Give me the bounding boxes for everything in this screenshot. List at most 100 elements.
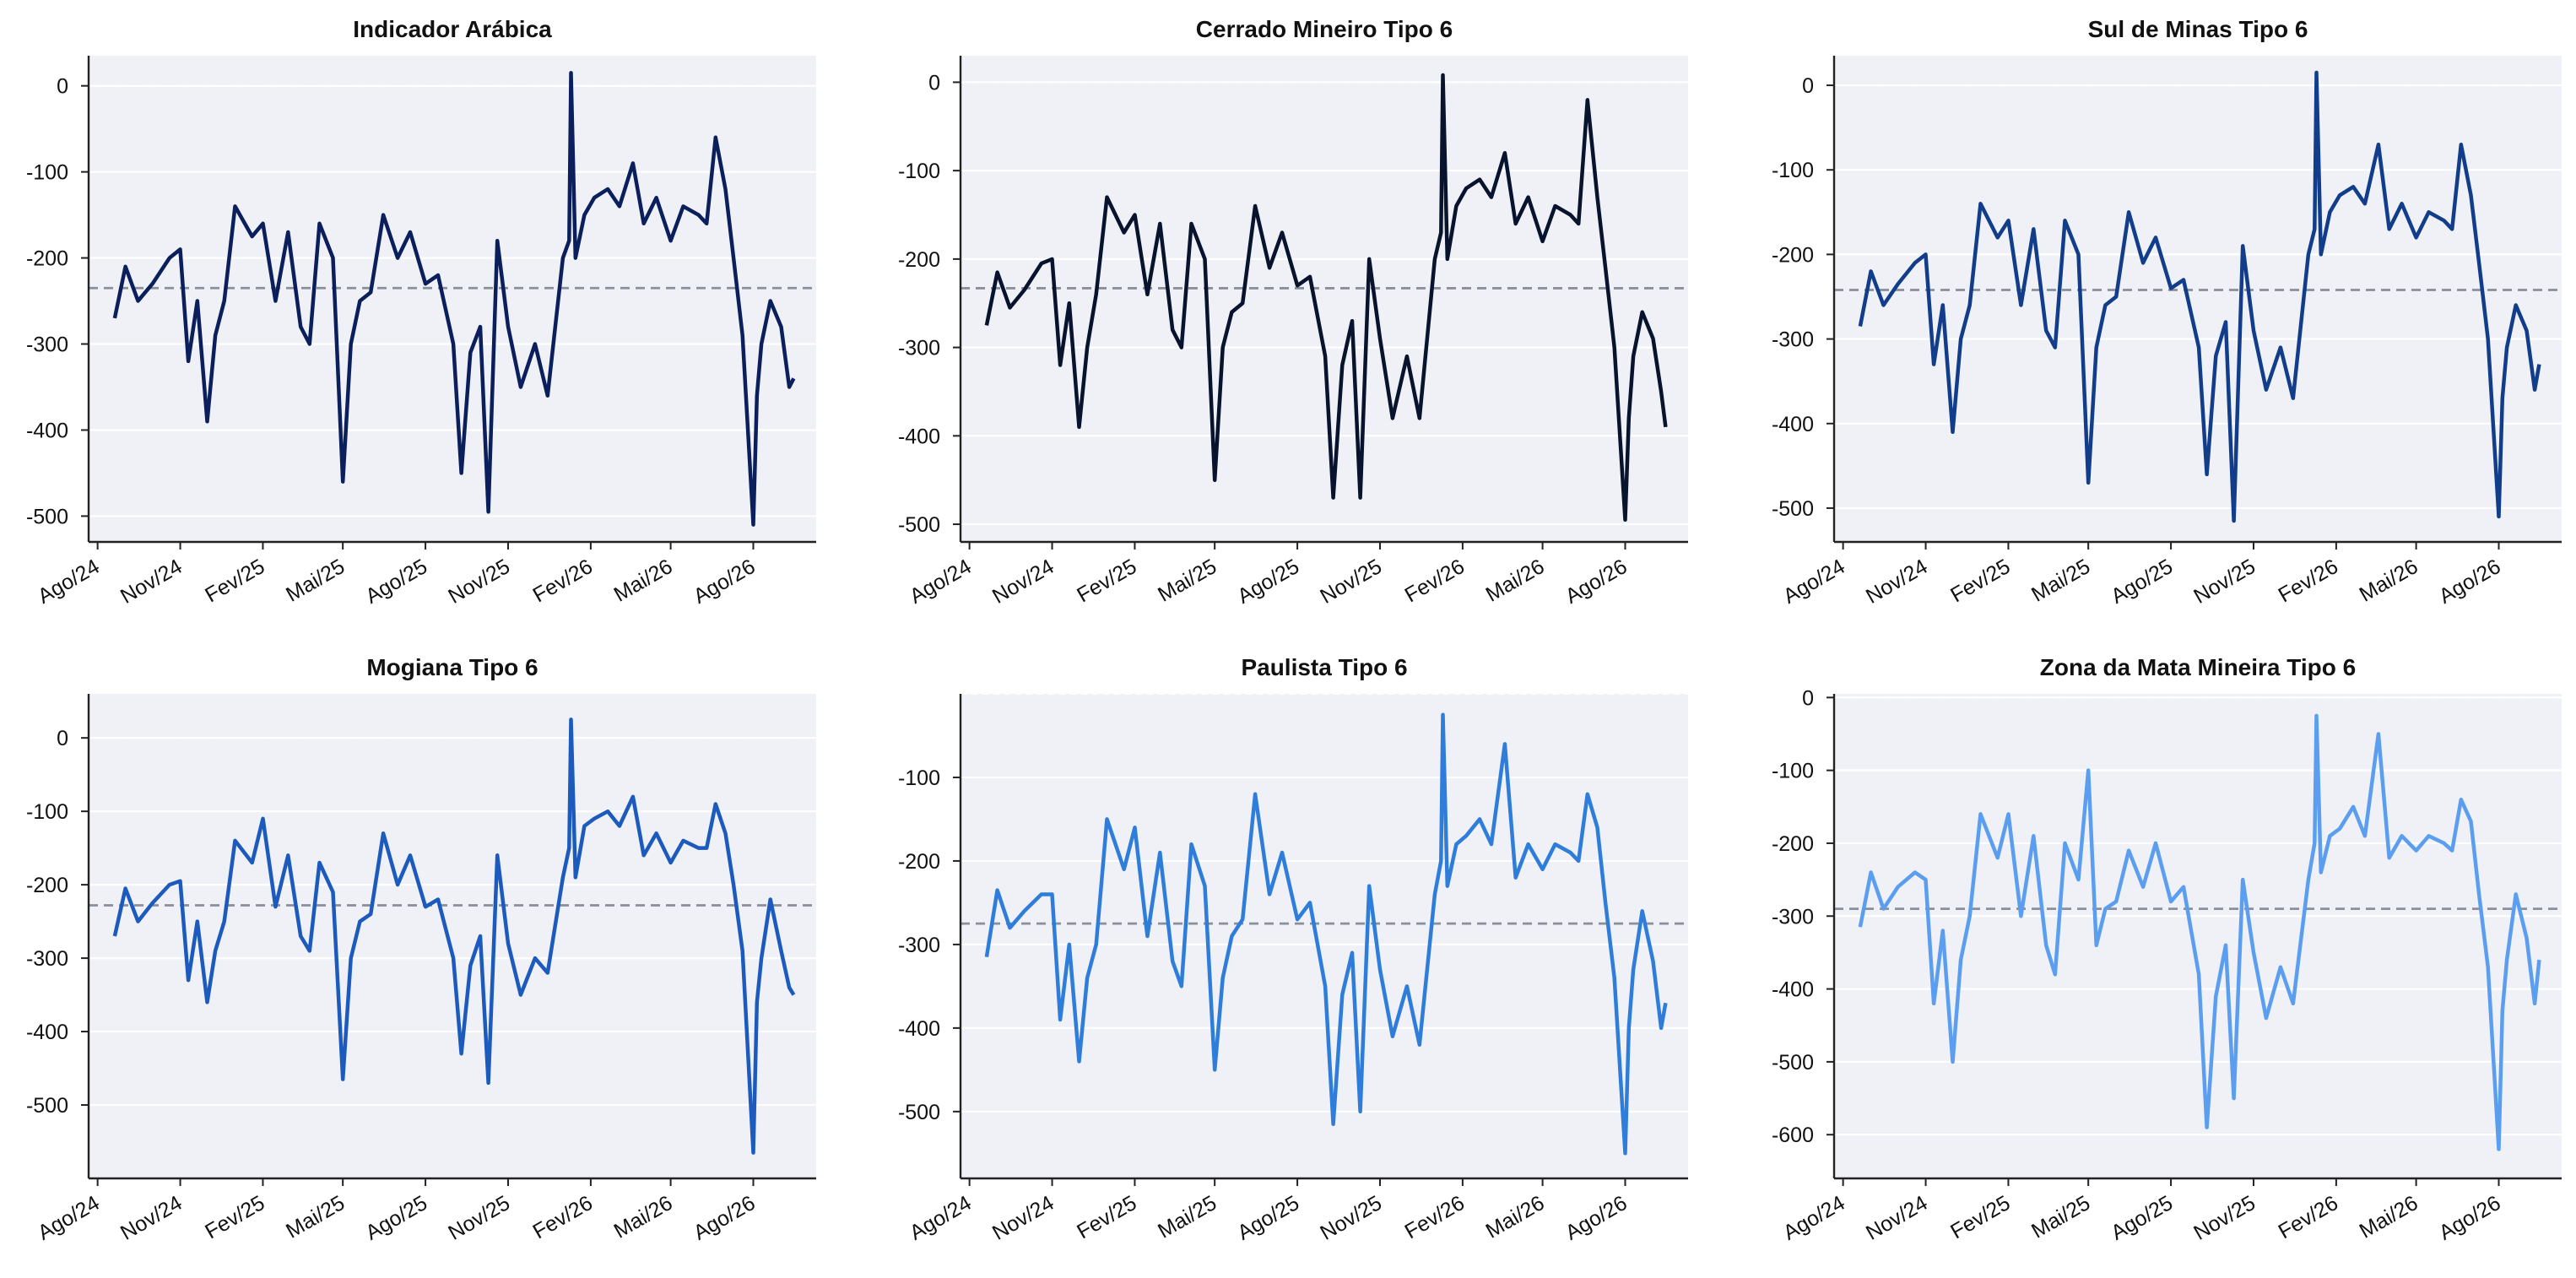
x-tick-label: Nov/24 bbox=[116, 1191, 187, 1245]
x-tick-label: Ago/24 bbox=[1779, 1191, 1849, 1245]
subplot-5: -100 -200 -300 -400 -500 Ago/24 Nov/24 Fev/25 Ma… bbox=[898, 654, 1688, 1245]
x-tick-label: Fev/26 bbox=[1401, 1191, 1469, 1243]
series-line bbox=[1858, 70, 2541, 523]
x-tick-label: Ago/25 bbox=[1233, 555, 1303, 609]
x-tick-label: Nov/25 bbox=[444, 1191, 514, 1245]
series-line bbox=[984, 73, 1668, 523]
y-tick-label: 0 bbox=[1802, 686, 1814, 710]
x-tick-label: Ago/25 bbox=[2107, 1191, 2177, 1245]
y-tick-label: 0 bbox=[928, 71, 940, 95]
x-tick-label: Ago/24 bbox=[1779, 555, 1849, 609]
series-line bbox=[1858, 713, 2541, 1151]
x-tick-label: Ago/25 bbox=[1233, 1191, 1303, 1245]
series-line bbox=[112, 718, 796, 1155]
y-tick-label: 0 bbox=[57, 727, 68, 750]
y-tick-label: -100 bbox=[26, 800, 68, 824]
x-tick-label: Nov/24 bbox=[988, 1191, 1058, 1245]
x-tick-label: Fev/26 bbox=[2275, 555, 2342, 607]
y-tick-label: -400 bbox=[898, 425, 940, 448]
x-tick-label: Ago/25 bbox=[361, 555, 431, 609]
x-tick-label: Ago/25 bbox=[361, 1191, 431, 1245]
x-tick-label: Ago/26 bbox=[690, 1191, 760, 1245]
plot-background bbox=[1834, 56, 2562, 542]
y-tick-label: -500 bbox=[1772, 497, 1814, 521]
x-tick-label: Ago/25 bbox=[2107, 555, 2177, 609]
x-tick-label: Nov/24 bbox=[988, 555, 1058, 609]
x-tick-label: Ago/24 bbox=[906, 555, 976, 609]
x-tick-label: Nov/25 bbox=[2189, 1191, 2259, 1245]
y-tick-label: -500 bbox=[26, 505, 68, 528]
x-tick-label: Fev/25 bbox=[201, 555, 268, 607]
y-tick-label: 0 bbox=[57, 75, 68, 99]
y-tick-label: -300 bbox=[26, 333, 68, 357]
x-tick-label: Mai/26 bbox=[2356, 555, 2422, 607]
plot-background bbox=[961, 694, 1688, 1178]
y-tick-label: -100 bbox=[898, 160, 940, 183]
x-tick-label: Fev/25 bbox=[1073, 1191, 1140, 1243]
x-tick-label: Fev/26 bbox=[529, 1191, 597, 1243]
y-tick-label: -200 bbox=[26, 247, 68, 271]
x-tick-label: Ago/26 bbox=[1561, 555, 1632, 609]
y-tick-label: -200 bbox=[26, 874, 68, 897]
y-tick-label: -300 bbox=[1772, 328, 1814, 352]
y-tick-label: -100 bbox=[1772, 760, 1814, 783]
subplot-1: 0 -100 -200 -300 -400 -500 Ago/24 Nov/24 Fev/25 M… bbox=[26, 16, 816, 609]
series-line bbox=[984, 712, 1668, 1156]
x-tick-label: Ago/26 bbox=[690, 555, 760, 609]
x-tick-label: Ago/24 bbox=[34, 555, 104, 609]
y-tick-label: -200 bbox=[1772, 832, 1814, 856]
x-tick-label: Mai/25 bbox=[2027, 555, 2094, 607]
subplot-6: 0 -100 -200 -300 -400 -500 -600 Ago/24 Nov/24 Fev… bbox=[1772, 654, 2562, 1245]
y-tick-label: -400 bbox=[26, 1021, 68, 1044]
y-tick-label: -200 bbox=[898, 850, 940, 874]
plot-background bbox=[961, 56, 1688, 542]
x-tick-label: Nov/25 bbox=[1316, 555, 1386, 609]
x-tick-label: Nov/25 bbox=[2189, 555, 2259, 609]
y-tick-label: -300 bbox=[898, 934, 940, 957]
plot-background bbox=[89, 694, 816, 1178]
x-tick-label: Ago/26 bbox=[1561, 1191, 1632, 1245]
x-tick-label: Mai/26 bbox=[1482, 1191, 1549, 1243]
x-tick-label: Fev/26 bbox=[529, 555, 597, 607]
x-tick-label: Nov/25 bbox=[444, 555, 514, 609]
y-tick-label: -200 bbox=[898, 248, 940, 272]
x-tick-label: Fev/26 bbox=[2275, 1191, 2342, 1243]
chart-title: Cerrado Mineiro Tipo 6 bbox=[1196, 16, 1453, 42]
x-tick-label: Nov/24 bbox=[116, 555, 187, 609]
y-tick-label: -300 bbox=[1772, 905, 1814, 929]
y-tick-label: -400 bbox=[1772, 978, 1814, 1002]
x-tick-label: Nov/24 bbox=[1862, 1191, 1932, 1245]
x-tick-label: Mai/25 bbox=[282, 1191, 349, 1243]
x-tick-label: Fev/25 bbox=[1946, 555, 2014, 607]
y-tick-label: -500 bbox=[898, 1101, 940, 1124]
x-tick-label: Fev/25 bbox=[201, 1191, 268, 1243]
subplot-4: 0 -100 -200 -300 -400 -500 Ago/24 Nov/24 Fev/25 M… bbox=[26, 654, 816, 1245]
x-tick-label: Mai/25 bbox=[2027, 1191, 2094, 1243]
y-tick-label: -300 bbox=[898, 337, 940, 360]
chart-title: Sul de Minas Tipo 6 bbox=[2088, 16, 2308, 42]
x-tick-label: Mai/26 bbox=[1482, 555, 1549, 607]
y-tick-label: -600 bbox=[1772, 1124, 1814, 1147]
y-tick-label: -400 bbox=[1772, 413, 1814, 436]
x-tick-label: Ago/24 bbox=[906, 1191, 976, 1245]
chart-title: Mogiana Tipo 6 bbox=[366, 654, 538, 680]
y-tick-label: -300 bbox=[26, 947, 68, 971]
chart-title: Zona da Mata Mineira Tipo 6 bbox=[2040, 654, 2356, 680]
y-tick-label: -100 bbox=[1772, 159, 1814, 182]
x-tick-label: Ago/26 bbox=[2435, 555, 2505, 609]
x-tick-label: Nov/24 bbox=[1862, 555, 1932, 609]
x-tick-label: Ago/24 bbox=[34, 1191, 104, 1245]
y-tick-label: -500 bbox=[898, 513, 940, 537]
x-tick-label: Mai/25 bbox=[1154, 1191, 1220, 1243]
y-tick-label: -100 bbox=[898, 766, 940, 790]
y-tick-label: 0 bbox=[1802, 74, 1814, 98]
x-tick-label: Fev/25 bbox=[1073, 555, 1140, 607]
plot-background bbox=[89, 56, 816, 542]
subplot-2: 0 -100 -200 -300 -400 -500 Ago/24 Nov/24 Fev/25 M… bbox=[898, 16, 1688, 609]
y-tick-label: -500 bbox=[26, 1094, 68, 1118]
y-tick-label: -100 bbox=[26, 161, 68, 185]
plot-background bbox=[1834, 694, 2562, 1178]
y-tick-label: -400 bbox=[26, 419, 68, 442]
